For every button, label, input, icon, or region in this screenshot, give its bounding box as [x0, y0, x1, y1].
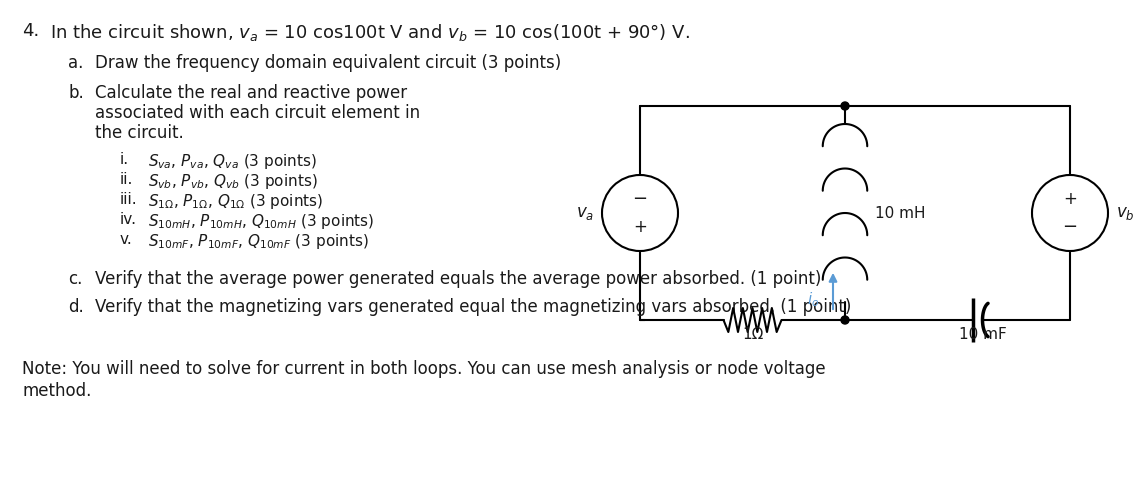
- Text: Draw the frequency domain equivalent circuit (3 points): Draw the frequency domain equivalent cir…: [95, 54, 561, 72]
- Text: $i_o$: $i_o$: [807, 291, 819, 309]
- Text: ii.: ii.: [120, 172, 133, 187]
- Text: $v_a$: $v_a$: [576, 204, 594, 222]
- Text: 4.: 4.: [22, 22, 39, 40]
- Text: +: +: [633, 218, 646, 236]
- Text: 1Ω: 1Ω: [742, 327, 763, 342]
- Text: method.: method.: [22, 382, 91, 400]
- Text: $S_{10mH}$, $P_{10mH}$, $Q_{10mH}$ (3 points): $S_{10mH}$, $P_{10mH}$, $Q_{10mH}$ (3 po…: [148, 212, 374, 231]
- Text: c.: c.: [68, 270, 82, 288]
- Text: $v_b$: $v_b$: [1116, 204, 1134, 222]
- Text: Calculate the real and reactive power: Calculate the real and reactive power: [95, 84, 407, 102]
- Text: a.: a.: [68, 54, 83, 72]
- Circle shape: [841, 316, 849, 324]
- Text: $S_{va}$, $P_{va}$, $Q_{va}$ (3 points): $S_{va}$, $P_{va}$, $Q_{va}$ (3 points): [148, 152, 317, 171]
- Text: $S_{10mF}$, $P_{10mF}$, $Q_{10mF}$ (3 points): $S_{10mF}$, $P_{10mF}$, $Q_{10mF}$ (3 po…: [148, 232, 368, 251]
- Text: −: −: [633, 190, 648, 208]
- Text: i.: i.: [120, 152, 129, 167]
- Text: −: −: [1062, 218, 1077, 236]
- Text: Note: You will need to solve for current in both loops. You can use mesh analysi: Note: You will need to solve for current…: [22, 360, 825, 378]
- Text: iv.: iv.: [120, 212, 137, 227]
- Text: Verify that the magnetizing vars generated equal the magnetizing vars absorbed. : Verify that the magnetizing vars generat…: [95, 298, 852, 316]
- Text: In the circuit shown, $v_a$ = 10 cos100t V and $v_b$ = 10 cos(100t + 90°) V.: In the circuit shown, $v_a$ = 10 cos100t…: [50, 22, 690, 43]
- Text: $S_{vb}$, $P_{vb}$, $Q_{vb}$ (3 points): $S_{vb}$, $P_{vb}$, $Q_{vb}$ (3 points): [148, 172, 318, 191]
- Text: $S_{1\Omega}$, $P_{1\Omega}$, $Q_{1\Omega}$ (3 points): $S_{1\Omega}$, $P_{1\Omega}$, $Q_{1\Omeg…: [148, 192, 324, 211]
- Circle shape: [841, 102, 849, 110]
- Text: 10 mH: 10 mH: [876, 206, 926, 220]
- Text: v.: v.: [120, 232, 132, 247]
- Text: the circuit.: the circuit.: [95, 124, 184, 142]
- Text: d.: d.: [68, 298, 83, 316]
- Text: associated with each circuit element in: associated with each circuit element in: [95, 104, 421, 122]
- Text: Verify that the average power generated equals the average power absorbed. (1 po: Verify that the average power generated …: [95, 270, 822, 288]
- Text: 10 mF: 10 mF: [959, 327, 1007, 342]
- Text: iii.: iii.: [120, 192, 138, 207]
- Text: b.: b.: [68, 84, 83, 102]
- Text: +: +: [1064, 190, 1077, 208]
